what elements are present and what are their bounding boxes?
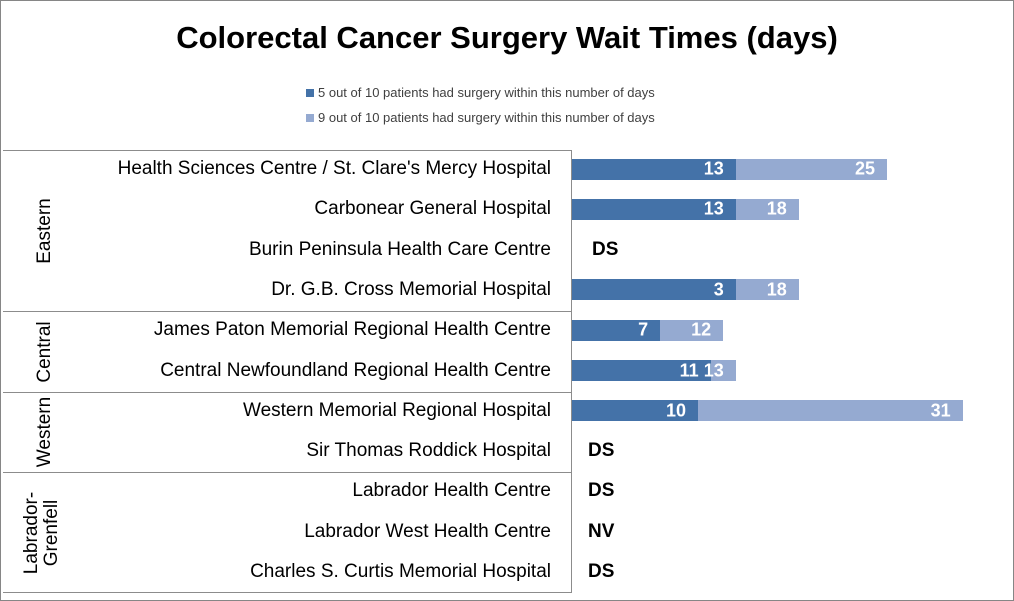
- data-label-p90: 13: [703, 360, 724, 380]
- category-label: Western Memorial Regional Hospital: [243, 399, 551, 421]
- legend-item-median: 5 out of 10 patients had surgery within …: [306, 85, 655, 100]
- missing-data-label: DS: [588, 440, 615, 462]
- bar-median: [572, 400, 698, 422]
- data-label-p90: 31: [930, 400, 951, 421]
- category-label: Burin Peninsula Health Care Centre: [248, 238, 551, 260]
- group-label: Labrador-Grenfell: [21, 491, 62, 575]
- bar-median: [572, 360, 711, 381]
- data-label-median: 13: [703, 198, 724, 219]
- group-label: Western: [34, 396, 55, 468]
- legend-item-p90: 9 out of 10 patients had surgery within …: [306, 110, 655, 125]
- data-label-median: 10: [665, 400, 686, 421]
- data-label-median: 11: [679, 360, 699, 380]
- bar-median: [572, 198, 736, 220]
- bar-median: [572, 279, 736, 301]
- category-label-box: [3, 150, 572, 593]
- category-label: Carbonear General Hospital: [314, 198, 551, 220]
- group-separator: [3, 472, 572, 474]
- category-label: Central Newfoundland Regional Health Cen…: [160, 359, 551, 381]
- category-label: Labrador Health Centre: [352, 480, 551, 502]
- category-label: Health Sciences Centre / St. Clare's Mer…: [117, 158, 551, 179]
- legend-swatch: [306, 114, 314, 122]
- group-separator: [3, 311, 572, 313]
- bar-median: [572, 319, 661, 341]
- bar-median: [572, 158, 736, 180]
- category-label: Labrador West Health Centre: [304, 520, 551, 542]
- category-label: Dr. G.B. Cross Memorial Hospital: [271, 278, 551, 300]
- group-label: Central: [34, 320, 55, 383]
- group-label: Eastern: [34, 197, 55, 264]
- data-label-p90: 12: [691, 319, 712, 340]
- missing-data-label: DS: [588, 561, 615, 582]
- missing-data-label: DS: [588, 480, 615, 502]
- data-label-median: 3: [713, 279, 724, 300]
- legend-label: 5 out of 10 patients had surgery within …: [318, 85, 655, 100]
- data-label-median: 7: [638, 319, 649, 340]
- missing-data-label: NV: [588, 520, 615, 542]
- missing-data-label: DS: [592, 238, 619, 260]
- legend-label: 9 out of 10 patients had surgery within …: [318, 110, 655, 125]
- category-label: Charles S. Curtis Memorial Hospital: [250, 561, 551, 582]
- category-label: Sir Thomas Roddick Hospital: [306, 440, 551, 462]
- data-label-p90: 18: [766, 279, 787, 300]
- group-separator: [3, 391, 572, 393]
- category-label: James Paton Memorial Regional Health Cen…: [153, 319, 551, 341]
- data-label-p90: 25: [854, 158, 875, 179]
- data-label-p90: 18: [766, 198, 787, 219]
- chart-title: Colorectal Cancer Surgery Wait Times (da…: [176, 20, 838, 55]
- data-label-median: 13: [703, 158, 724, 179]
- legend-swatch: [306, 89, 314, 97]
